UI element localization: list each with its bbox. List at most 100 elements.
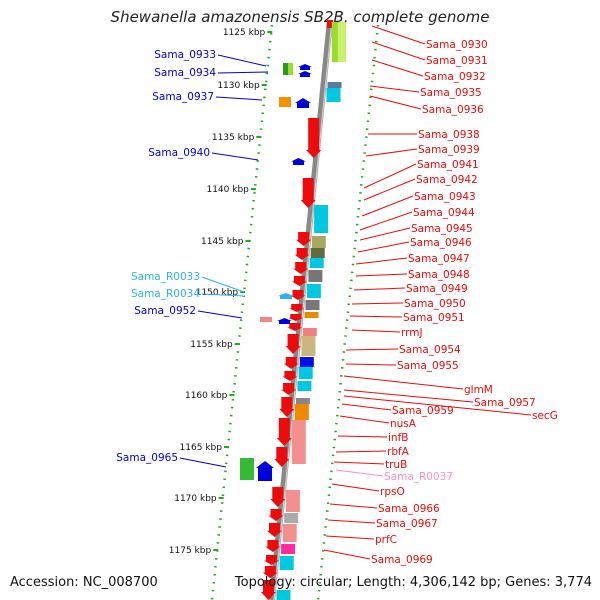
leader-line xyxy=(343,389,474,403)
leader-line xyxy=(355,273,408,277)
leader-line xyxy=(325,535,375,540)
leader-line xyxy=(329,503,378,509)
leader-line xyxy=(335,469,384,477)
backbone xyxy=(269,19,333,600)
right-feature-label: Sama_0951 xyxy=(403,312,465,324)
leader-line xyxy=(339,415,390,424)
gene-arrow-forward xyxy=(285,334,301,354)
genome-summary-text: Topology: circular; Length: 4,306,142 bp… xyxy=(234,575,592,590)
right-feature-label: Sama_0957 xyxy=(474,397,536,409)
backbone-line xyxy=(269,19,333,600)
gene-block xyxy=(311,236,326,248)
leader-line xyxy=(201,293,245,297)
gene-block xyxy=(283,63,288,75)
left-feature-label: Sama_0937 xyxy=(152,91,214,103)
leader-line xyxy=(333,461,385,465)
right-feature-label: Sama_0946 xyxy=(410,237,472,249)
gene-arrow-forward xyxy=(274,447,290,467)
ruler-label: 1155 kbp xyxy=(190,340,233,350)
leader-line xyxy=(369,95,422,110)
gene-arrow-forward xyxy=(276,418,292,446)
leader-line xyxy=(363,178,416,201)
gene-block xyxy=(240,458,254,480)
leader-line xyxy=(351,302,404,305)
gene-block xyxy=(288,63,293,75)
ruler-label: 1145 kbp xyxy=(201,237,244,247)
leader-line xyxy=(371,25,426,45)
gene-block xyxy=(305,300,320,310)
right-feature-label: Sama_0969 xyxy=(371,554,433,566)
gene-block xyxy=(276,590,291,600)
left-feature-label: Sama_0940 xyxy=(148,147,210,159)
gene-block xyxy=(281,544,296,554)
leader-line xyxy=(217,71,269,74)
ruler-label: 1140 kbp xyxy=(206,185,249,195)
right-feature-label: Sama_0949 xyxy=(406,283,468,295)
leader-line xyxy=(345,363,397,366)
gene-arrow-forward xyxy=(268,509,284,521)
right-feature-label: prfC xyxy=(375,534,397,546)
backbone-highlight xyxy=(273,19,333,600)
gene-arrow-reverse xyxy=(295,98,311,108)
dotted-guide-lines xyxy=(210,24,380,600)
leader-line xyxy=(361,195,414,217)
gene-arrow-forward xyxy=(267,523,282,537)
right-feature-label: infB xyxy=(388,432,408,444)
gene-arrow-forward xyxy=(282,371,298,381)
leader-line xyxy=(351,329,401,333)
gene-block xyxy=(301,336,316,356)
leader-line xyxy=(211,152,259,161)
gene-arrow-reverse xyxy=(298,64,312,70)
right-feature-label: Sama_0948 xyxy=(408,269,470,281)
ruler-dotted-line xyxy=(210,24,274,600)
leader-line xyxy=(327,519,376,524)
right-feature-label: Sama_0932 xyxy=(424,71,486,83)
label-leaders xyxy=(179,25,532,560)
right-feature-label: rbfA xyxy=(387,446,410,458)
right-feature-label: secG xyxy=(532,410,558,422)
gene-block xyxy=(309,258,324,268)
right-feature-label: rpsO xyxy=(380,486,405,498)
right-feature-label: truB xyxy=(385,459,407,471)
leader-line xyxy=(201,276,245,293)
leader-line xyxy=(371,41,426,61)
ruler-label: 1170 kbp xyxy=(174,494,217,504)
right-feature-label: Sama_0944 xyxy=(413,207,475,219)
right-feature-label: Sama_0954 xyxy=(399,344,461,356)
gene-arrow-reverse xyxy=(278,293,294,299)
leader-line xyxy=(197,310,243,319)
right-feature-label: Sama_0935 xyxy=(420,87,482,99)
gene-block xyxy=(306,284,321,298)
right-feature-label: Sama_0955 xyxy=(397,360,459,372)
gene-block xyxy=(297,381,312,391)
gene-arrow-forward xyxy=(281,383,297,395)
ruler-label: 1165 kbp xyxy=(180,443,223,453)
gene-block xyxy=(298,367,313,379)
leader-line xyxy=(343,395,532,416)
gene-arrow-forward xyxy=(294,248,310,260)
gene-block xyxy=(260,317,272,322)
gene-arrow-forward xyxy=(293,262,309,274)
gene-arrow-forward xyxy=(283,357,299,369)
gene-arrow-forward xyxy=(327,20,333,28)
ruler-label: 1130 kbp xyxy=(217,81,260,91)
accession-text: Accession: NC_008700 xyxy=(10,575,158,590)
gene-arrow-forward xyxy=(296,232,312,246)
leader-line xyxy=(343,375,464,390)
gene-arrow-forward xyxy=(270,487,286,507)
right-feature-label: Sama_0959 xyxy=(392,405,454,417)
right-feature-label: Sama_0936 xyxy=(422,104,484,116)
leader-line xyxy=(345,348,399,351)
leader-line xyxy=(363,163,417,189)
gene-arrow-forward xyxy=(289,304,305,312)
right-feature-label: Sama_0931 xyxy=(426,55,488,67)
ruler-label: 1125 kbp xyxy=(223,28,266,38)
gene-block xyxy=(299,357,314,367)
gene-block xyxy=(327,82,342,88)
gene-block xyxy=(279,556,294,570)
gene-block xyxy=(295,398,310,404)
gene-arrow-reverse xyxy=(291,158,306,165)
gene-block xyxy=(326,88,341,102)
ruler: 1125 kbp 1130 kbp 1135 kbp 1140 kbp 1145 kbp… xyxy=(169,28,273,556)
gene-arrow-reverse xyxy=(256,461,274,481)
